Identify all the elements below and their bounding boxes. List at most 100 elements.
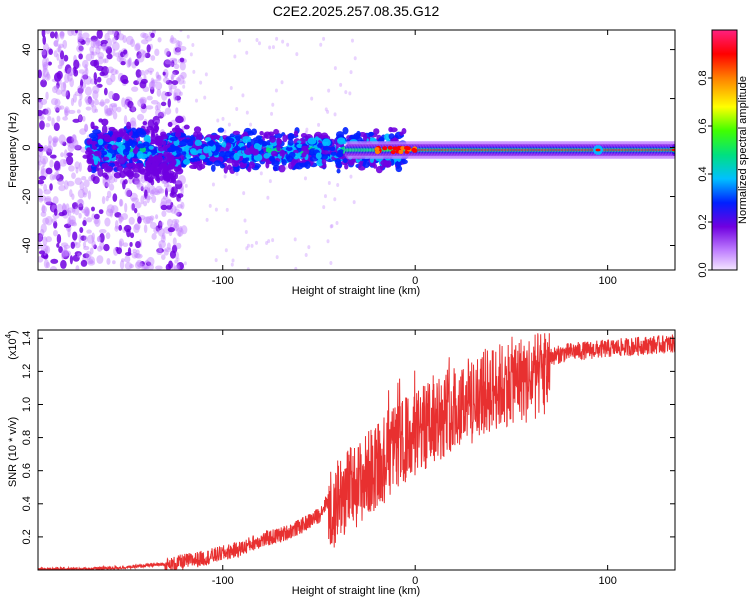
spectrogram-cell bbox=[142, 33, 149, 39]
spectrogram-cell bbox=[170, 186, 178, 195]
spectrogram-cell bbox=[344, 90, 348, 95]
spectrogram-cell bbox=[109, 208, 114, 218]
spectrogram-cell bbox=[124, 133, 130, 142]
spectrogram-cell bbox=[334, 158, 341, 166]
colorbar-label: Normalized spectral amplitude bbox=[737, 76, 749, 224]
spectrogram-cell bbox=[329, 224, 333, 229]
spectrogram-cell bbox=[161, 90, 168, 101]
spectrogram-cell bbox=[84, 124, 88, 132]
spectrogram-cell bbox=[279, 149, 286, 157]
spectrogram-cell bbox=[114, 212, 122, 218]
spectrogram-cell bbox=[268, 179, 272, 184]
snr-xtick-label: -100 bbox=[212, 575, 234, 587]
spectrogram-cell bbox=[293, 130, 299, 137]
spectrogram-cell bbox=[118, 215, 124, 222]
spectrogram-cell bbox=[226, 164, 232, 171]
spectrogram-cell bbox=[240, 146, 247, 151]
spectrogram-cell bbox=[170, 35, 174, 43]
spectrogram-cell bbox=[104, 108, 112, 117]
spectrogram-cell bbox=[121, 258, 125, 263]
spectrogram-cell bbox=[55, 89, 63, 95]
spectrogram-cell bbox=[158, 243, 163, 253]
spectrogram-cell bbox=[166, 184, 173, 192]
spectrogram-cell bbox=[64, 108, 69, 114]
spectrogram-cell bbox=[60, 242, 69, 247]
spectrogram-cell bbox=[61, 89, 69, 97]
spectrogram-cell bbox=[140, 195, 145, 205]
snr-ytick-label: 0.2 bbox=[21, 529, 33, 544]
spectrogram-cell bbox=[42, 72, 46, 82]
spectrogram-cell bbox=[336, 168, 341, 174]
spectrogram-cell bbox=[159, 175, 164, 182]
spectrogram-cell bbox=[146, 125, 154, 131]
spectrogram-cell bbox=[155, 214, 159, 220]
spectrogram-cell bbox=[322, 36, 326, 41]
spectrogram-cell bbox=[368, 131, 375, 136]
spectrogram-cell bbox=[144, 189, 148, 199]
spectrogram-cell bbox=[63, 81, 67, 90]
spectrogram-cell bbox=[91, 206, 95, 212]
spectrogram-cell bbox=[42, 63, 47, 73]
spectrogram-cell bbox=[106, 77, 113, 86]
spectrogram-cell bbox=[106, 107, 114, 117]
spectrogram-cell bbox=[115, 154, 123, 159]
spectrogram-cell bbox=[224, 248, 228, 253]
spectrogram-cell bbox=[195, 98, 199, 103]
spectrogram-cell bbox=[255, 135, 262, 140]
spectrogram-cell bbox=[68, 215, 76, 225]
spectrogram-cell bbox=[120, 61, 126, 66]
spectrogram-cell bbox=[48, 140, 52, 150]
spectrogram-cell bbox=[242, 191, 246, 196]
spectrogram-cell bbox=[134, 223, 141, 231]
spectrogram-cell bbox=[60, 152, 65, 158]
spectrogram-cell bbox=[88, 175, 94, 182]
spectrogram-cell bbox=[92, 90, 99, 100]
spectrogram-cell bbox=[294, 266, 298, 270]
spectrogram-cell bbox=[242, 136, 252, 141]
spectrogram-cell bbox=[75, 166, 79, 174]
spectrogram-cell bbox=[60, 59, 65, 66]
spectrogram-cell bbox=[98, 56, 104, 65]
spectrogram-cell bbox=[251, 128, 257, 136]
spectrogram-cell bbox=[93, 98, 99, 106]
spectrogram-cell bbox=[56, 173, 64, 182]
spectrogram-cell bbox=[310, 96, 314, 101]
spectrogram-cell bbox=[337, 137, 346, 145]
spectrogram-cell bbox=[141, 265, 147, 270]
spectrogram-cell bbox=[104, 32, 110, 41]
spectrogram-cell bbox=[52, 86, 58, 94]
spectrogram-cell bbox=[87, 260, 96, 266]
spectrogram-cell bbox=[270, 111, 274, 116]
spectrogram-cell bbox=[52, 229, 58, 237]
spectrogram-cell bbox=[286, 42, 290, 47]
spectrogram-cell bbox=[146, 261, 152, 266]
spectrogram-cell bbox=[51, 175, 58, 180]
spectrogram-cell bbox=[93, 59, 100, 69]
spectrogram-cell bbox=[56, 53, 60, 61]
spectrogram-cell bbox=[180, 225, 188, 235]
spectrogram-cell bbox=[166, 50, 172, 57]
spectrogram-cell bbox=[271, 45, 275, 50]
spectrogram-cell bbox=[46, 148, 53, 156]
spectrogram-cell bbox=[82, 220, 87, 227]
spectrogram-cell bbox=[161, 232, 166, 240]
spectrogram-cell bbox=[116, 165, 124, 172]
spectrogram-cell bbox=[205, 217, 209, 222]
spectrogram-cell bbox=[106, 53, 113, 60]
spectrogram-cell bbox=[245, 110, 249, 115]
spectrogram-xtick-label: 100 bbox=[598, 275, 616, 287]
spectrogram-cell bbox=[81, 175, 87, 181]
snr-ylabel: SNR (10 * v/v) bbox=[7, 417, 19, 487]
spectrogram-cell bbox=[129, 117, 137, 127]
spectrogram-cell bbox=[127, 247, 132, 256]
spectrogram-cell bbox=[72, 134, 77, 141]
spectrogram-cell bbox=[233, 145, 241, 151]
spectrogram-cell bbox=[160, 111, 166, 117]
spectrogram-cell bbox=[225, 136, 230, 143]
spectrogram-cell bbox=[78, 114, 82, 122]
spectrogram-cell bbox=[72, 231, 78, 241]
spectrogram-cell bbox=[91, 104, 97, 114]
spectrogram-cell bbox=[89, 247, 94, 255]
spectrogram-cell bbox=[121, 79, 129, 85]
spectrogram-cell bbox=[154, 48, 160, 57]
